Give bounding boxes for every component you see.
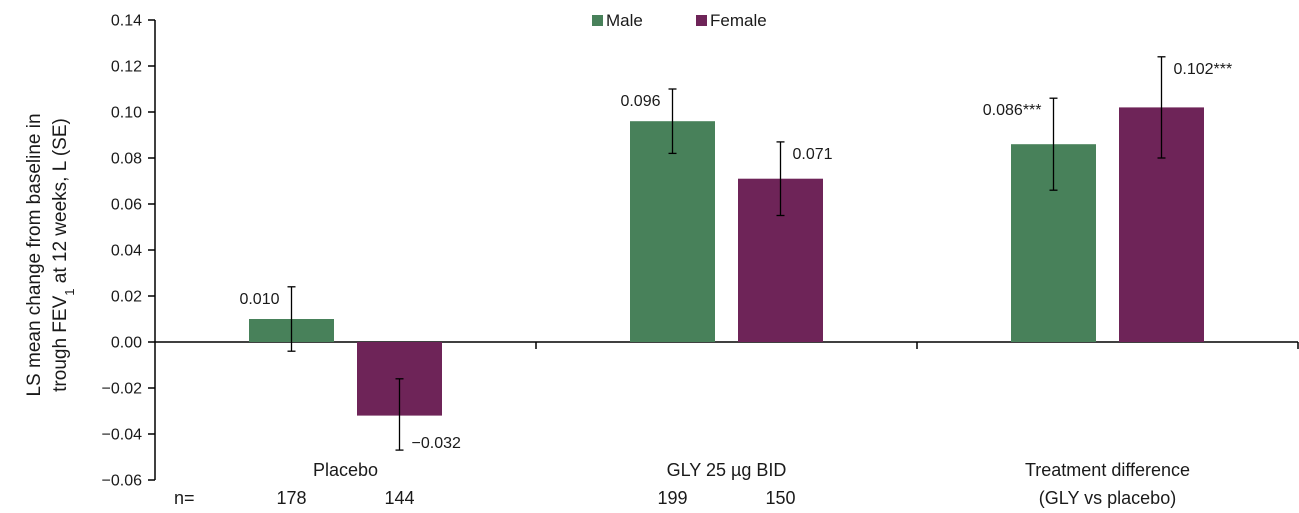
y-tick-label: 0.10 — [111, 105, 142, 122]
y-tick-label: 0.00 — [111, 335, 142, 352]
category-label: (GLY vs placebo) — [1039, 488, 1176, 508]
y-tick-label: −0.04 — [102, 427, 143, 444]
y-axis: −0.06 −0.04 −0.02 0.00 0.02 0.04 0.06 0.08 0.10 0… — [102, 13, 156, 490]
y-axis-title: LS mean change from baseline in trough F… — [24, 113, 77, 396]
legend: Male Female — [592, 11, 767, 30]
y-tick-label: 0.08 — [111, 151, 142, 168]
y-axis-title-line1: LS mean change from baseline in — [24, 113, 45, 396]
n-count: 199 — [657, 488, 687, 508]
y-tick-label: −0.06 — [102, 473, 143, 490]
y-axis-title-part-b: at 12 weeks, L (SE) — [50, 118, 71, 288]
data-label: −0.032 — [412, 435, 461, 452]
y-tick-label: 0.12 — [111, 59, 142, 76]
category-labels: Placebo 178 144 GLY 25 µg BID 199 150 Treatmen… — [174, 460, 1190, 508]
error-bars — [287, 56, 1166, 451]
data-labels: 0.010 −0.032 0.096 0.071 0.086*** 0.102*** — [239, 61, 1232, 452]
y-axis-title-part-a: trough FEV — [50, 295, 71, 391]
y-tick-label: 0.06 — [111, 197, 142, 214]
data-label: 0.010 — [239, 291, 279, 308]
bars — [249, 107, 1204, 416]
data-label: 0.096 — [620, 93, 660, 110]
legend-swatch-male — [592, 15, 603, 26]
data-label: 0.102*** — [1174, 61, 1233, 78]
category-label: Treatment difference — [1025, 460, 1190, 480]
y-tick-label: −0.02 — [102, 381, 143, 398]
y-axis-title-subscript: 1 — [62, 289, 77, 296]
legend-label-female: Female — [710, 11, 767, 30]
n-prefix: n= — [174, 488, 195, 508]
y-tick-label: 0.02 — [111, 289, 142, 306]
legend-label-male: Male — [606, 11, 643, 30]
bar-male — [630, 121, 715, 342]
n-count: 150 — [765, 488, 795, 508]
data-label: 0.086*** — [983, 102, 1042, 119]
y-axis-title-line2: trough FEV1 at 12 weeks, L (SE) — [50, 118, 77, 392]
category-label: GLY 25 µg BID — [667, 460, 787, 480]
data-label: 0.071 — [793, 146, 833, 163]
n-count: 144 — [384, 488, 414, 508]
x-axis — [155, 341, 1299, 349]
n-count: 178 — [276, 488, 306, 508]
legend-swatch-female — [696, 15, 707, 26]
category-label: Placebo — [313, 460, 378, 480]
y-tick-label: 0.14 — [111, 13, 142, 30]
y-tick-label: 0.04 — [111, 243, 142, 260]
